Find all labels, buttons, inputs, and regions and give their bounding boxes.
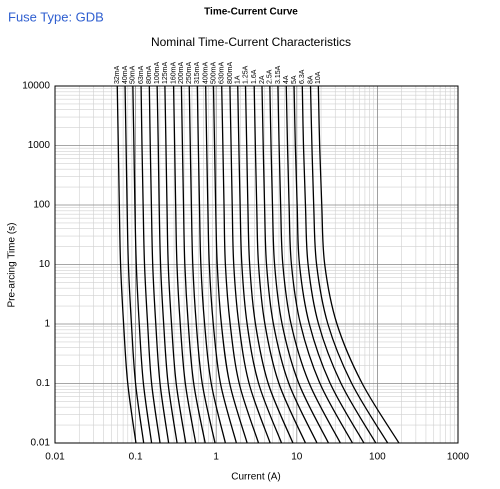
curve (124, 85, 145, 444)
series-label: 1.6A (251, 69, 258, 84)
series-label: 50mA (130, 65, 137, 84)
curve (172, 85, 197, 444)
series-label: 800mA (227, 61, 234, 84)
series-label: 200mA (178, 61, 185, 84)
series-label: 100mA (154, 61, 161, 84)
curve (140, 85, 161, 444)
y-tick-label: 0.01 (31, 438, 51, 449)
y-axis-label: Pre-arcing Time (s) (7, 222, 18, 307)
x-tick-label: 1 (213, 452, 219, 463)
x-axis-label: Current (A) (231, 472, 280, 483)
series-label: 10A (315, 71, 322, 84)
y-tick-label: 1000 (28, 140, 51, 151)
series-label: 160mA (170, 61, 177, 84)
x-tick-label: 100 (369, 452, 386, 463)
series-label: 40mA (122, 65, 129, 84)
x-tick-label: 10 (291, 452, 303, 463)
series-label: 3.15A (275, 65, 282, 84)
curve (317, 85, 400, 444)
curve (244, 85, 294, 444)
curve (309, 85, 389, 444)
chart-subtitle: Nominal Time-Current Characteristics (151, 35, 351, 49)
series-label: 250mA (186, 61, 193, 84)
y-tick-label: 10000 (22, 81, 50, 92)
curve (293, 85, 365, 444)
curve (301, 85, 377, 444)
series-label: 5A (291, 75, 298, 84)
curve (229, 85, 271, 444)
y-tick-label: 0.1 (36, 378, 50, 389)
curve (132, 85, 153, 444)
curve (253, 85, 307, 444)
series-label: 1A (235, 75, 242, 84)
x-tick-label: 1000 (447, 452, 470, 463)
curve (212, 85, 248, 444)
series-label: 80mA (146, 65, 153, 84)
series-label: 8A (307, 75, 314, 84)
chart-title: Time-Current Curve (204, 7, 298, 18)
curve (156, 85, 178, 444)
x-tick-label: 0.1 (129, 452, 143, 463)
curve (116, 85, 137, 444)
curve (148, 85, 170, 444)
curve (180, 85, 206, 444)
curve (196, 85, 227, 444)
series-label: 315mA (194, 61, 201, 84)
series-label: 2.5A (267, 69, 274, 84)
curve (188, 85, 216, 444)
y-tick-label: 1 (44, 319, 50, 330)
curve (261, 85, 318, 444)
series-label: 1.25A (242, 65, 249, 84)
series-label: 4A (283, 75, 290, 84)
curve (285, 85, 354, 444)
series-label: 32mA (114, 65, 121, 84)
y-tick-label: 100 (33, 200, 50, 211)
series-label: 125mA (162, 61, 169, 84)
annotation: Fuse Type: GDB (8, 9, 104, 24)
series-label: 630mA (219, 61, 226, 84)
curve (277, 85, 341, 444)
plot-frame (54, 85, 459, 444)
curve (237, 85, 283, 444)
curve (221, 85, 260, 444)
curve (269, 85, 330, 444)
x-tick-label: 0.01 (45, 452, 65, 463)
series-label: 500mA (210, 61, 217, 84)
y-tick-label: 10 (39, 259, 51, 270)
series-label: 63mA (138, 65, 145, 84)
series-label: 400mA (203, 61, 210, 84)
curve (164, 85, 187, 444)
curve (205, 85, 238, 444)
series-label: 2A (259, 75, 266, 84)
series-label: 6.3A (299, 69, 306, 84)
